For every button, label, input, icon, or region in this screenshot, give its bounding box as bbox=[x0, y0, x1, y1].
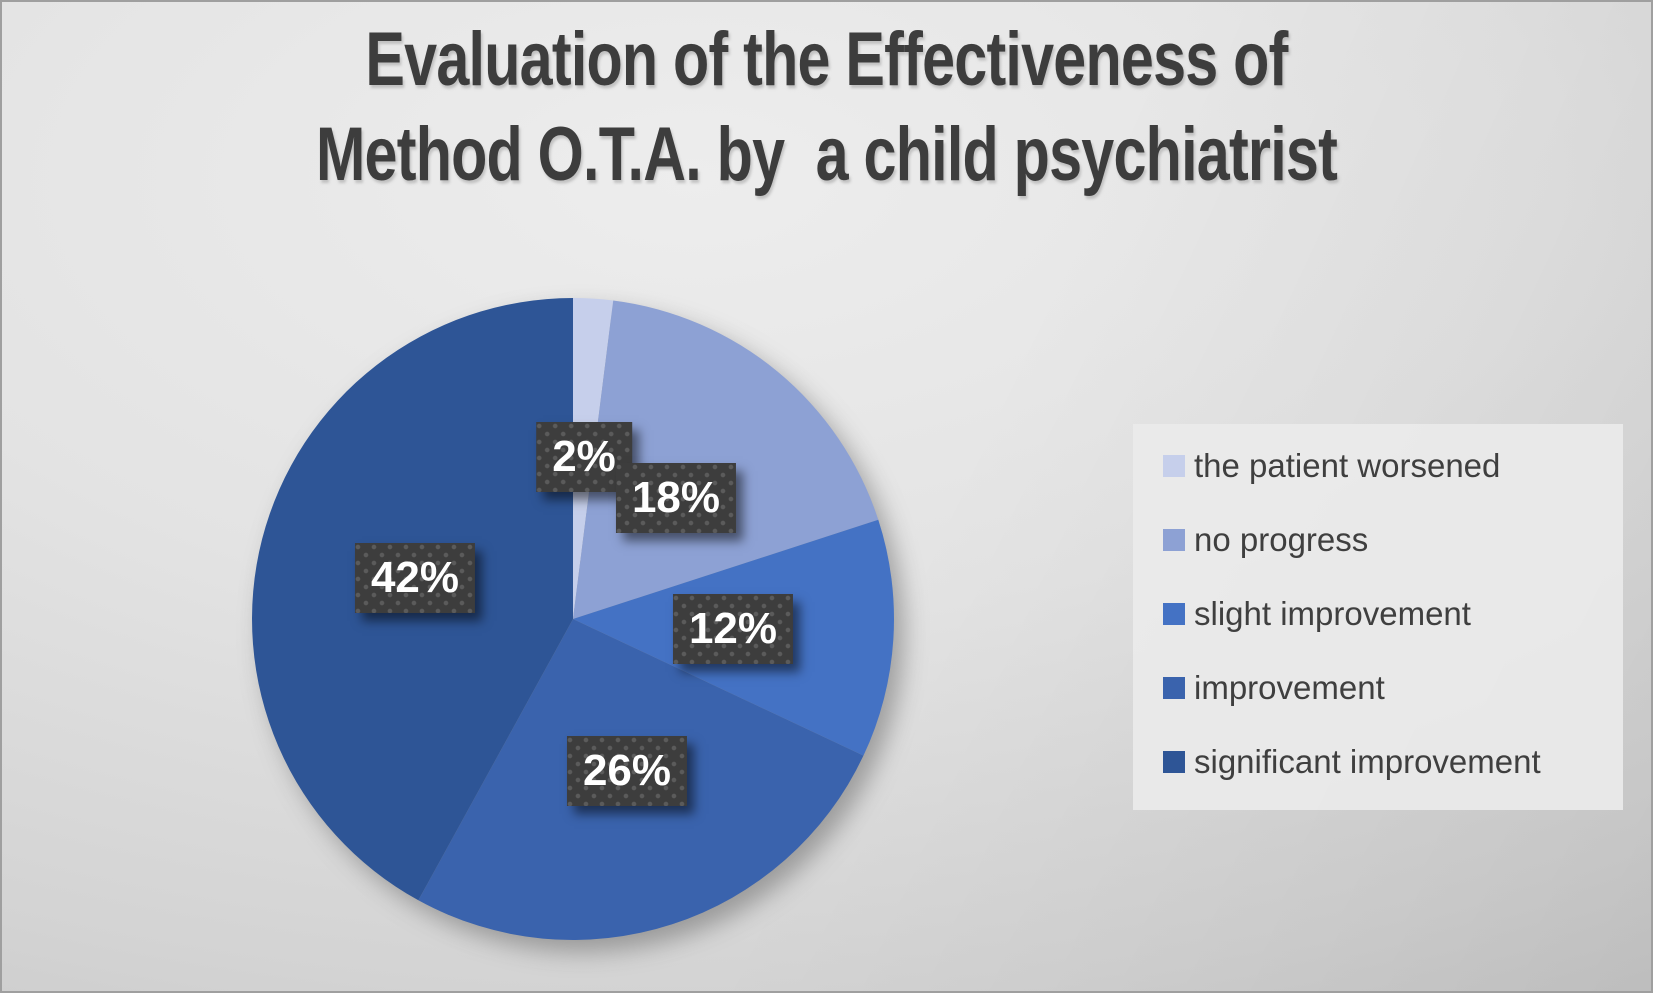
legend-item-the-patient-worsened: the patient worsened bbox=[1163, 447, 1613, 484]
legend-swatch-icon bbox=[1163, 602, 1185, 625]
pie-data-label-no-progress: 18% bbox=[616, 463, 736, 533]
pie-data-label-improvement: 26% bbox=[567, 736, 687, 806]
legend-label: significant improvement bbox=[1194, 742, 1541, 780]
legend-label: slight improvement bbox=[1194, 594, 1471, 632]
legend-swatch-icon bbox=[1163, 455, 1185, 478]
chart-legend: the patient worsened no progress slight im… bbox=[1133, 424, 1623, 810]
pie-chart bbox=[252, 298, 895, 940]
legend-item-improvement: improvement bbox=[1163, 668, 1613, 706]
legend-label: improvement bbox=[1194, 668, 1385, 706]
legend-swatch-icon bbox=[1163, 529, 1185, 552]
legend-item-slight-improvement: slight improvement bbox=[1163, 594, 1613, 632]
pie-data-label-slight-improvement: 12% bbox=[673, 594, 793, 664]
pie-data-label-significant-improvement: 42% bbox=[355, 543, 475, 613]
chart-title: Evaluation of the Effectiveness of Metho… bbox=[0, 12, 1653, 202]
legend-item-significant-improvement: significant improvement bbox=[1163, 742, 1613, 780]
chart-title-line-2: Method O.T.A. by a child psychiatrist bbox=[315, 112, 1338, 197]
legend-swatch-icon bbox=[1163, 750, 1185, 773]
legend-label: the patient worsened bbox=[1194, 447, 1501, 484]
pie-slice-no-progress bbox=[573, 300, 879, 619]
chart-title-line-1: Evaluation of the Effectiveness of bbox=[365, 17, 1288, 102]
legend-label: no progress bbox=[1194, 520, 1369, 558]
pie-data-label-the-patient-worsened: 2% bbox=[536, 422, 632, 492]
legend-swatch-icon bbox=[1163, 676, 1185, 699]
legend-item-no-progress: no progress bbox=[1163, 520, 1613, 558]
